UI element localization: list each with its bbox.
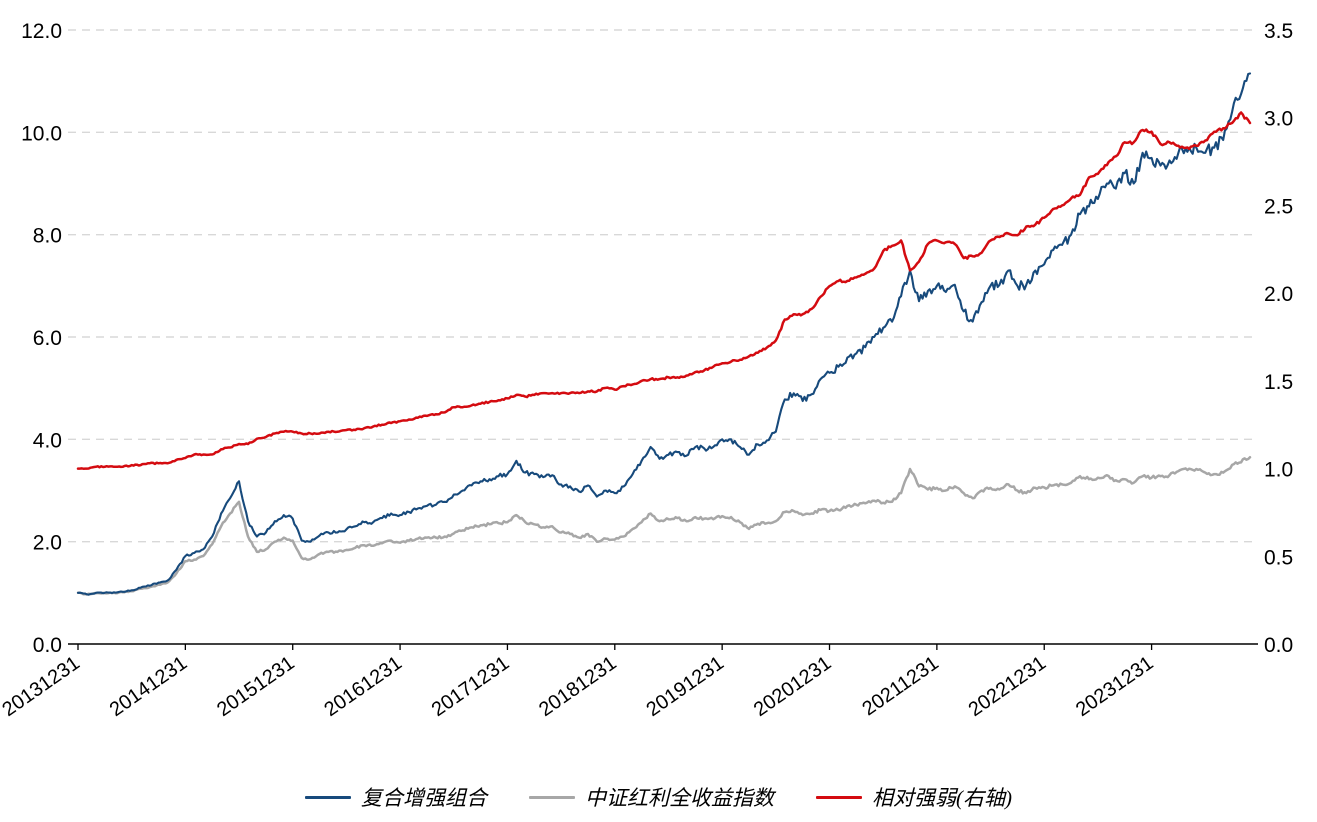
series-line-enhanced-portfolio	[76, 72, 1252, 596]
x-axis-tick-label: 20171231	[428, 652, 514, 721]
x-axis-tick-label: 20201231	[750, 652, 836, 721]
x-axis-tick-label: 20131231	[0, 652, 84, 721]
x-axis-tick-label: 20141231	[106, 652, 192, 721]
legend-item-0: 复合增强组合	[305, 782, 487, 812]
right-axis-tick-label: 2.0	[1264, 283, 1293, 306]
left-axis-tick-label: 8.0	[33, 225, 62, 248]
x-axis-tick-label: 20211231	[858, 652, 942, 720]
right-axis-tick-label: 3.5	[1264, 20, 1293, 43]
legend-label: 复合增强组合	[361, 786, 487, 810]
right-axis-tick-label: 0.5	[1264, 546, 1293, 569]
legend-item-2: 相对强弱(右轴)	[816, 782, 1012, 812]
right-axis-tick-label: 3.0	[1264, 108, 1293, 131]
right-axis-tick-label: 1.5	[1264, 371, 1293, 394]
left-axis-tick-label: 6.0	[33, 327, 62, 350]
left-axis-tick-label: 4.0	[33, 429, 62, 452]
legend-line-swatch	[816, 795, 862, 799]
left-axis-tick-label: 10.0	[21, 122, 62, 145]
right-axis-tick-label: 1.0	[1264, 459, 1293, 482]
series-line-csi-dividend-index	[76, 455, 1252, 596]
chart-legend: 复合增强组合 中证红利全收益指数 相对强弱(右轴)	[0, 782, 1317, 812]
left-axis-tick-label: 0.0	[33, 634, 62, 657]
left-axis-tick-label: 12.0	[21, 20, 62, 43]
x-axis-tick-label: 20221231	[965, 652, 1051, 721]
series-line-relative-strength	[76, 111, 1252, 470]
x-axis-tick-label: 20181231	[535, 652, 621, 721]
legend-label: 相对强弱(右轴)	[872, 786, 1012, 810]
legend-line-swatch	[305, 795, 351, 799]
left-axis-tick-label: 2.0	[33, 532, 62, 555]
legend-label: 中证红利全收益指数	[585, 786, 774, 810]
legend-line-swatch	[529, 795, 575, 799]
x-axis-tick-label: 20151231	[213, 652, 299, 721]
legend-item-1: 中证红利全收益指数	[529, 782, 774, 812]
x-axis-tick-label: 20231231	[1072, 652, 1158, 721]
x-axis-tick-label: 20161231	[320, 652, 406, 721]
right-axis-tick-label: 2.5	[1264, 195, 1293, 218]
right-axis-tick-label: 0.0	[1264, 634, 1293, 657]
x-axis-tick-label: 20191231	[643, 652, 729, 721]
